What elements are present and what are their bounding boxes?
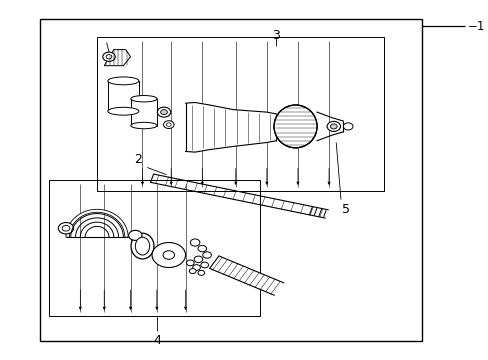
Circle shape (343, 123, 352, 130)
Ellipse shape (131, 233, 154, 259)
Ellipse shape (107, 107, 139, 115)
Circle shape (128, 230, 142, 240)
Circle shape (198, 270, 204, 275)
Circle shape (157, 107, 170, 117)
Text: −1: −1 (467, 20, 484, 33)
Circle shape (186, 260, 194, 266)
Circle shape (201, 262, 208, 268)
Circle shape (166, 123, 171, 126)
Polygon shape (104, 50, 130, 66)
Circle shape (163, 121, 174, 129)
Bar (97, 37, 383, 191)
Ellipse shape (135, 237, 149, 255)
Circle shape (161, 110, 167, 114)
Circle shape (190, 239, 200, 246)
Circle shape (326, 121, 340, 131)
Circle shape (152, 243, 185, 267)
Polygon shape (185, 103, 276, 152)
Polygon shape (209, 256, 283, 295)
Ellipse shape (130, 95, 157, 102)
Ellipse shape (130, 122, 157, 129)
Circle shape (192, 265, 200, 270)
Circle shape (330, 124, 337, 129)
Circle shape (194, 256, 203, 262)
Circle shape (58, 222, 74, 234)
Text: 4: 4 (153, 334, 161, 347)
Circle shape (198, 246, 206, 252)
Circle shape (106, 55, 112, 59)
Circle shape (102, 52, 115, 62)
Text: 5: 5 (341, 203, 349, 216)
Text: 2: 2 (134, 153, 142, 166)
Circle shape (62, 225, 70, 231)
Bar (107, 81, 139, 111)
Circle shape (203, 252, 211, 258)
Bar (40, 19, 422, 341)
Ellipse shape (107, 77, 139, 85)
Ellipse shape (273, 105, 316, 148)
Circle shape (189, 269, 196, 274)
Text: 3: 3 (272, 30, 280, 42)
Bar (49, 180, 259, 316)
Circle shape (163, 251, 174, 259)
Bar (130, 99, 157, 126)
Polygon shape (66, 209, 128, 237)
